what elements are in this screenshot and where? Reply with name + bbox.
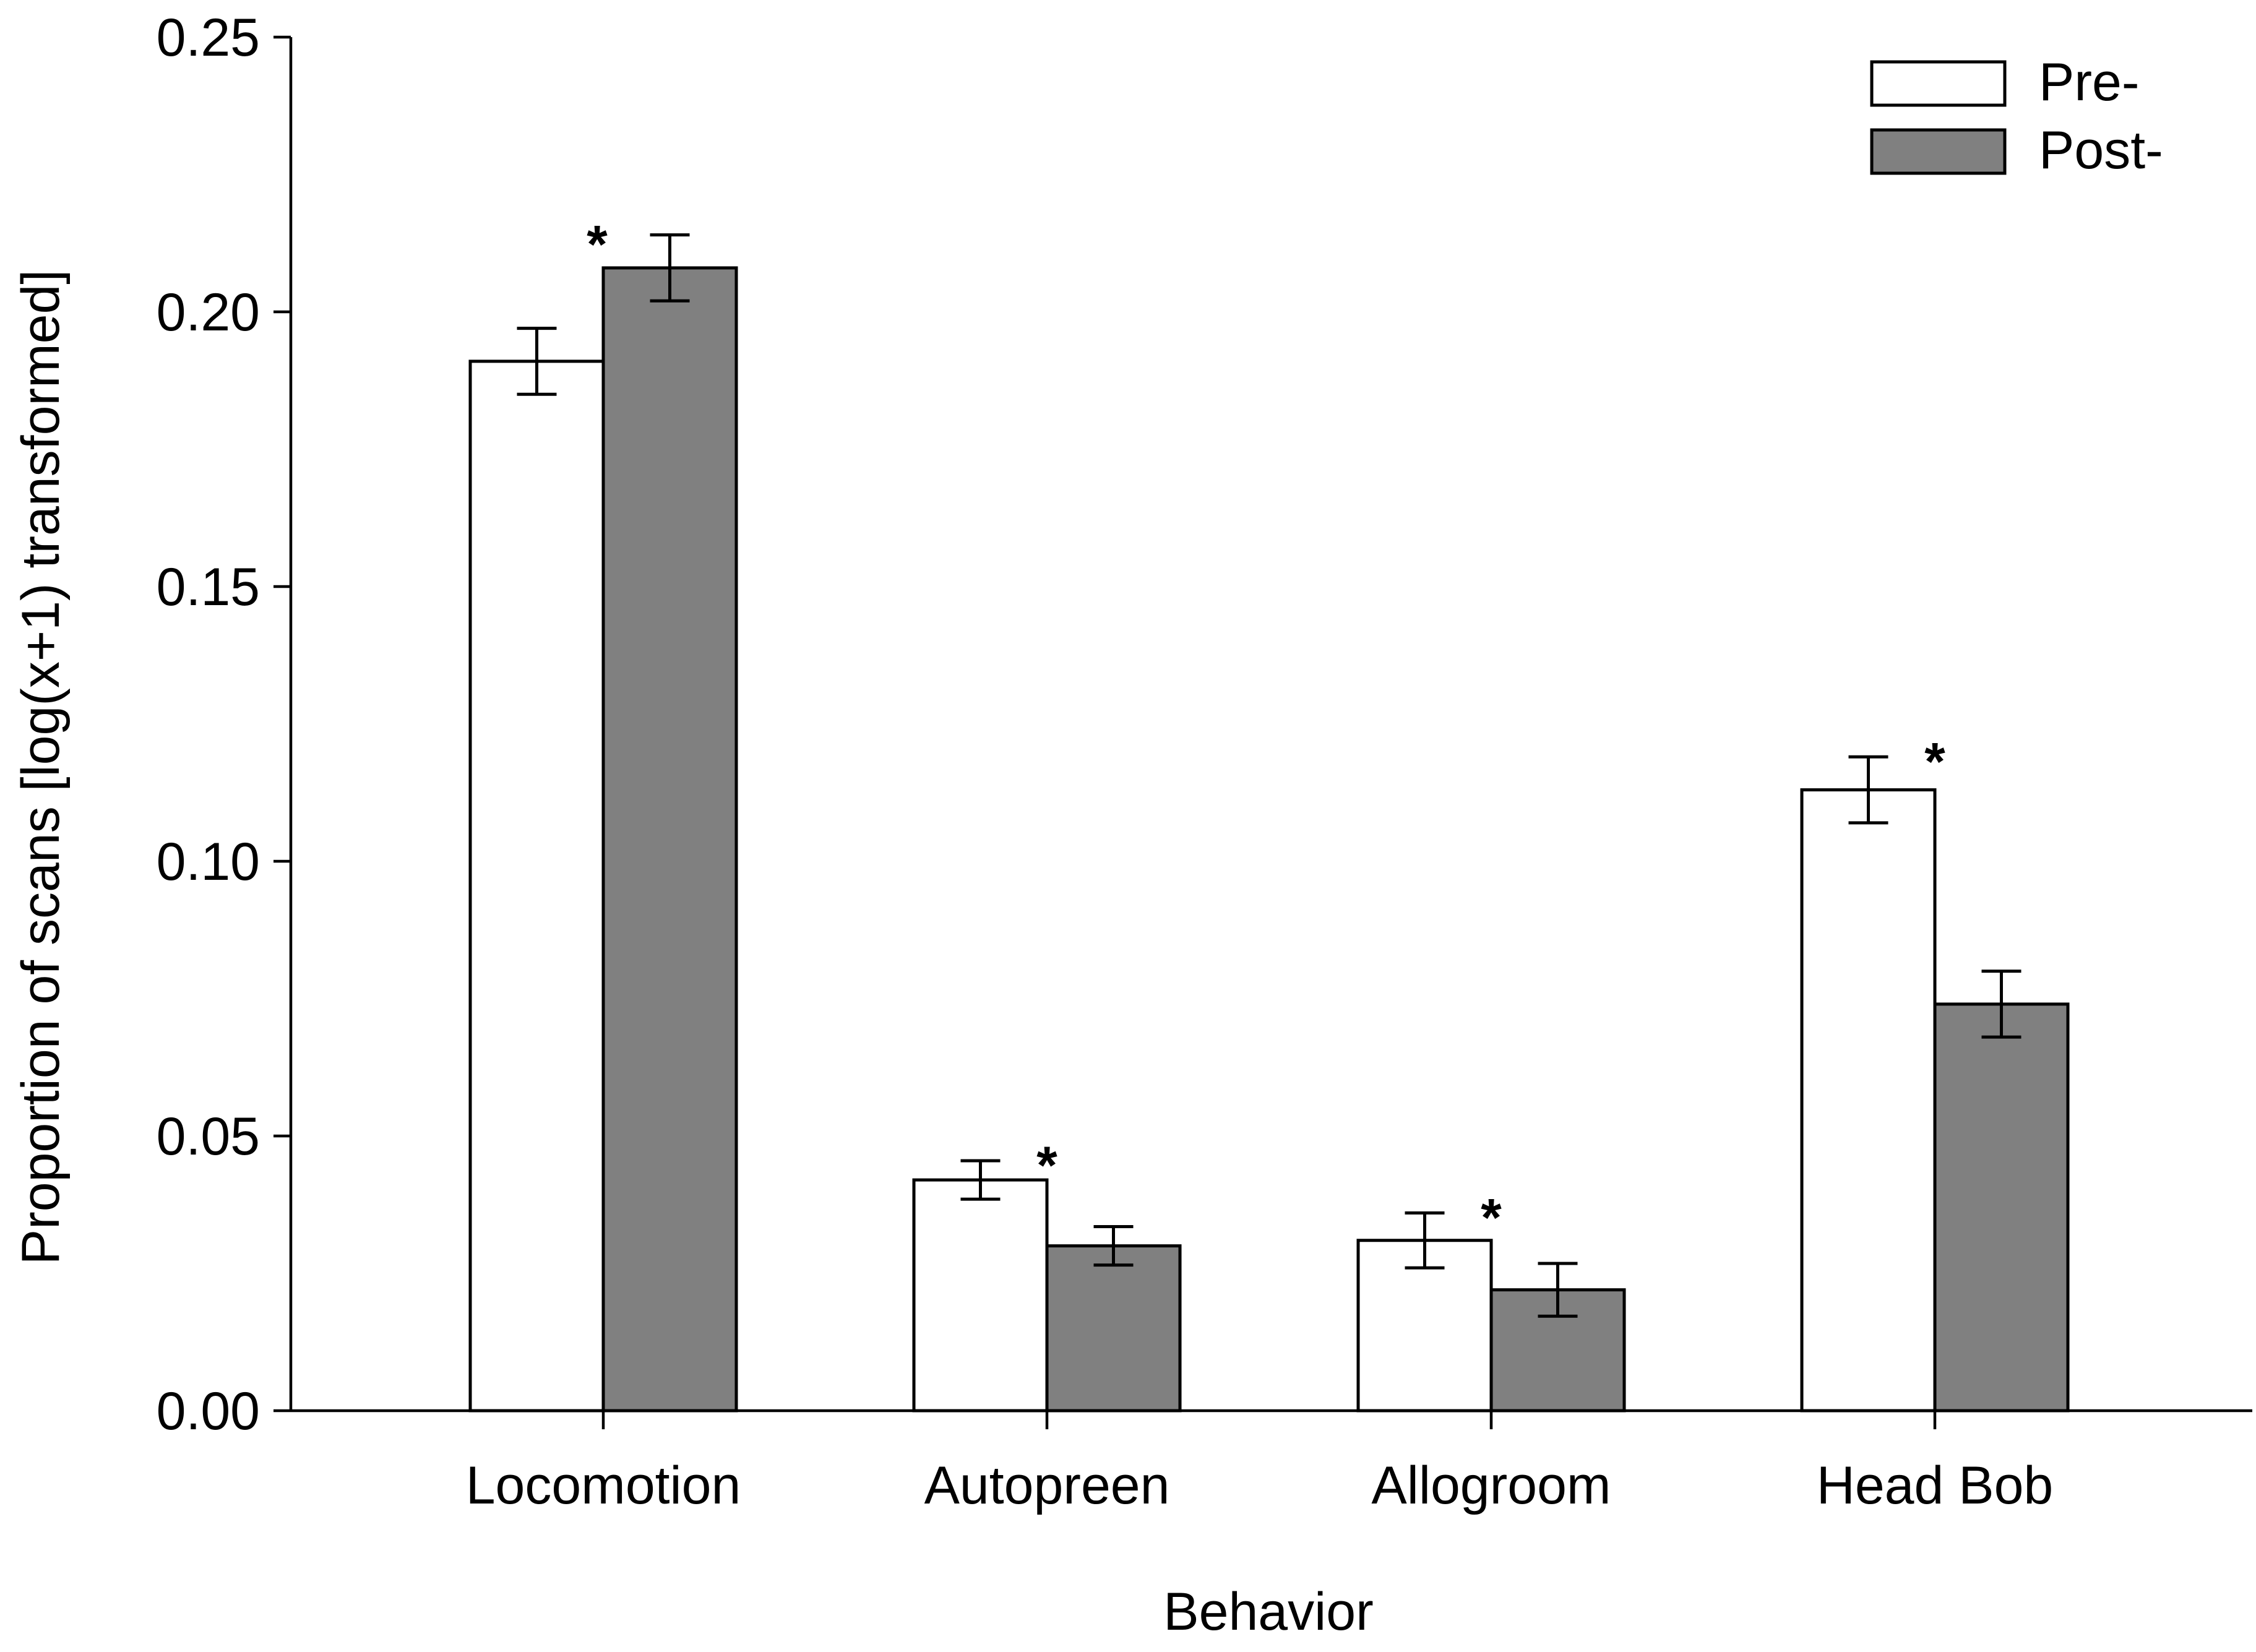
- y-tick-label: 0.25: [157, 8, 260, 67]
- bar-post: [1045, 1244, 1182, 1413]
- bar-pre: [468, 359, 605, 1413]
- legend-label-pre: Pre-: [2039, 53, 2139, 112]
- x-axis-title: Behavior: [1163, 1582, 1373, 1641]
- x-tick-label: Autopreen: [924, 1456, 1170, 1515]
- bar-pre: [912, 1178, 1049, 1413]
- bar-post: [1933, 1002, 2070, 1413]
- bar-pre: [1800, 788, 1937, 1413]
- bar-post: [601, 266, 738, 1413]
- plot-area: 0.00 0.05 0.10 0.15 0.20 0.25 Locomotion * Autop…: [157, 8, 2252, 1515]
- legend-swatch-pre: [1870, 60, 2007, 107]
- significance-marker: *: [1924, 732, 1945, 791]
- y-tick-label: 0.00: [157, 1382, 260, 1441]
- significance-marker: *: [1036, 1136, 1057, 1195]
- legend-swatch-post: [1870, 128, 2007, 175]
- y-tick-label: 0.15: [157, 557, 260, 617]
- y-tick-label: 0.10: [157, 832, 260, 892]
- significance-marker: *: [587, 215, 608, 275]
- y-axis-title: Proportion of scans [log(x+1) transforme…: [11, 270, 71, 1265]
- x-tick-label: Locomotion: [466, 1456, 741, 1515]
- y-tick-label: 0.20: [157, 283, 260, 342]
- y-tick-label: 0.05: [157, 1107, 260, 1166]
- x-tick-label: Allogroom: [1371, 1456, 1611, 1515]
- legend: Pre- Post-: [1870, 53, 2163, 180]
- x-tick-label: Head Bob: [1817, 1456, 2054, 1515]
- legend-label-post: Post-: [2039, 121, 2163, 180]
- significance-marker: *: [1481, 1188, 1502, 1247]
